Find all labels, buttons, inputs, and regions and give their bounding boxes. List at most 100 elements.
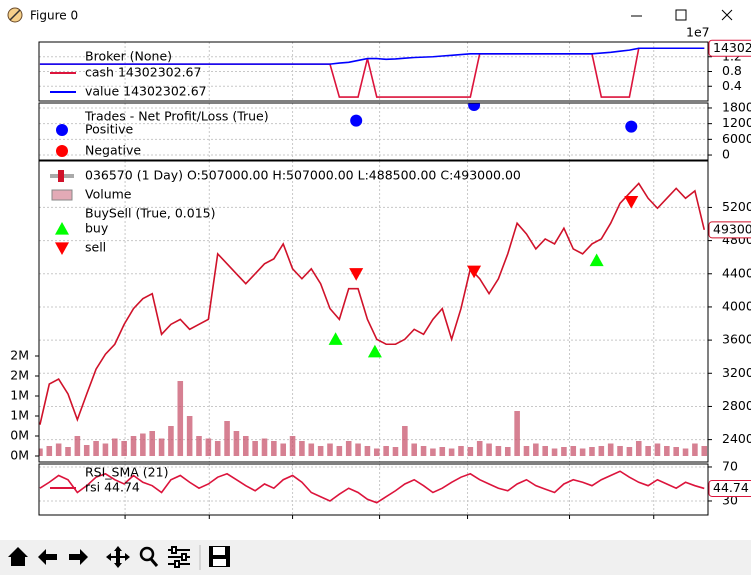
volume-bar (664, 446, 670, 456)
volume-bar (112, 438, 118, 456)
volume-bar (261, 438, 268, 456)
volume-bar (551, 448, 558, 456)
volume-bar (252, 441, 258, 456)
y-tick-label: 440000 (722, 265, 751, 280)
y-tick-label: 0 (722, 147, 730, 162)
pan-button[interactable] (106, 546, 130, 568)
volume-bar (93, 441, 99, 456)
y-tick-label: 520000 (722, 199, 751, 214)
y2-tick-label: 1M (10, 408, 29, 423)
plot-area (39, 42, 708, 101)
volume-bar (570, 446, 577, 456)
y-tick-label: 6000 (722, 131, 751, 146)
value-tag: 14302302.67 (713, 40, 751, 55)
y2-tick-label: 0M (10, 448, 29, 463)
y2-tick-label: 1M (10, 388, 29, 403)
volume-bar (308, 443, 315, 456)
volume-bar (373, 448, 380, 456)
y-tick-label: 320000 (722, 365, 751, 380)
sell-marker (624, 196, 639, 209)
volume-bar (579, 448, 586, 456)
volume-bar (626, 447, 633, 456)
volume-bar (233, 431, 240, 456)
volume-bar (439, 447, 446, 456)
sell-marker (467, 265, 482, 279)
legend-icon (56, 124, 68, 136)
volume-bar (102, 443, 109, 456)
volume-bar (205, 438, 212, 456)
volume-bar (673, 447, 679, 456)
title-bar: Figure 0 (7, 7, 733, 23)
y-tick-label: 0.4 (722, 78, 742, 93)
volume-bar (411, 443, 417, 456)
buy-marker (367, 344, 382, 358)
series-line (39, 470, 705, 504)
buy-marker (589, 253, 604, 267)
volume-bar (495, 446, 502, 456)
y-tick-label: 0.8 (722, 63, 742, 78)
toolbar (0, 540, 751, 575)
volume-bar (299, 441, 305, 456)
volume-bar (196, 436, 202, 456)
legend-icon (55, 222, 69, 235)
legend-icon (58, 170, 64, 182)
volume-bar (682, 448, 689, 456)
value-tag: 44.74 (713, 480, 749, 495)
volume-bar (317, 446, 324, 456)
volume-bar (607, 443, 614, 456)
volume-bar (504, 447, 511, 456)
forward-button[interactable] (69, 549, 88, 565)
axes-frame (38, 463, 709, 516)
volume-bar (65, 447, 71, 456)
volume-bar (289, 436, 296, 456)
volume-bar (392, 447, 399, 456)
volume-bar (589, 447, 595, 456)
close-button[interactable] (721, 9, 733, 21)
legend-label: Trades - Net Profit/Loss (True) (84, 109, 269, 124)
legend-label: Negative (85, 143, 141, 158)
volume-bar (476, 441, 483, 456)
y2-tick-label: 2M (10, 348, 29, 363)
axis-offset-label: 1e7 (686, 25, 710, 40)
volume-bar (55, 443, 62, 456)
volume-bar (168, 426, 174, 456)
zoom-button[interactable] (139, 546, 159, 567)
value-tag: 493000.00 (713, 221, 751, 236)
back-button[interactable] (38, 549, 57, 565)
legend-label: 036570 (1 Day) O:507000.00 H:507000.00 L… (85, 168, 521, 183)
home-button[interactable] (8, 547, 28, 566)
plot-area (39, 161, 708, 462)
legend-label: BuySell (True, 0.015) (85, 206, 215, 221)
save-button[interactable] (209, 546, 230, 567)
volume-bar (186, 416, 193, 456)
volume-bar (692, 443, 698, 456)
y2-tick-label: 2M (10, 368, 29, 383)
volume-bar (177, 381, 184, 456)
legend-label: RSI_SMA (21) (85, 465, 168, 480)
volume-bar (448, 448, 455, 456)
maximize-button[interactable] (675, 9, 687, 21)
app-icon-stroke (9, 9, 21, 21)
volume-bar (130, 436, 137, 456)
configure-button[interactable] (168, 546, 190, 568)
trade-point (625, 120, 638, 133)
volume-bar (83, 445, 90, 456)
volume-bar (336, 446, 343, 456)
legend-label: sell (85, 240, 106, 255)
legend-label: Volume (85, 187, 132, 202)
volume-bar (345, 441, 352, 456)
y-tick-label: 70 (722, 458, 738, 473)
volume-bar (39, 448, 43, 456)
legend-icon (51, 189, 73, 201)
volume-bar (402, 426, 408, 456)
volume-bar (561, 447, 567, 456)
legend-label: buy (85, 221, 109, 236)
volume-bar (645, 446, 651, 456)
series-line (39, 47, 705, 65)
volume-bar (214, 441, 221, 456)
volume-bar (140, 433, 146, 456)
volume-bar (598, 446, 605, 456)
volume-bar (523, 446, 530, 456)
